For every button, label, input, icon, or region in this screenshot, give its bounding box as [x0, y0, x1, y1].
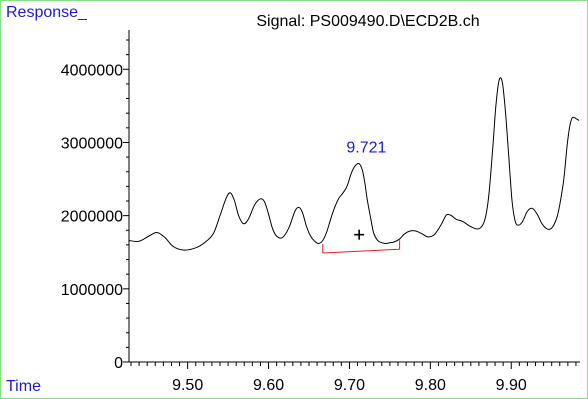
- signal-trace: [128, 77, 580, 251]
- y-tick-label: 1000000: [61, 282, 123, 299]
- y-tick-label: 3000000: [61, 135, 123, 152]
- x-axis-label: Time: [6, 378, 41, 395]
- peak-retention-label: 9.721: [346, 139, 386, 156]
- integration-baseline: [322, 248, 400, 254]
- plot-area: 9.721: [128, 77, 580, 254]
- y-axis-label: Response_: [6, 4, 88, 21]
- chart-title: Signal: PS009490.D\ECD2B.ch: [256, 13, 479, 30]
- x-tick-label: 9.50: [172, 377, 203, 394]
- x-tick-label: 9.80: [415, 377, 446, 394]
- y-tick-label: 4000000: [61, 62, 123, 79]
- x-tick-label: 9.70: [334, 377, 365, 394]
- y-tick-label: 0: [114, 355, 123, 372]
- x-tick-label: 9.60: [253, 377, 284, 394]
- axes: 0 1000000 2000000 3000000 4000000 9.50 9.60 9.7…: [61, 30, 580, 394]
- x-tick-label: 9.90: [496, 377, 527, 394]
- y-tick-label: 2000000: [61, 209, 123, 226]
